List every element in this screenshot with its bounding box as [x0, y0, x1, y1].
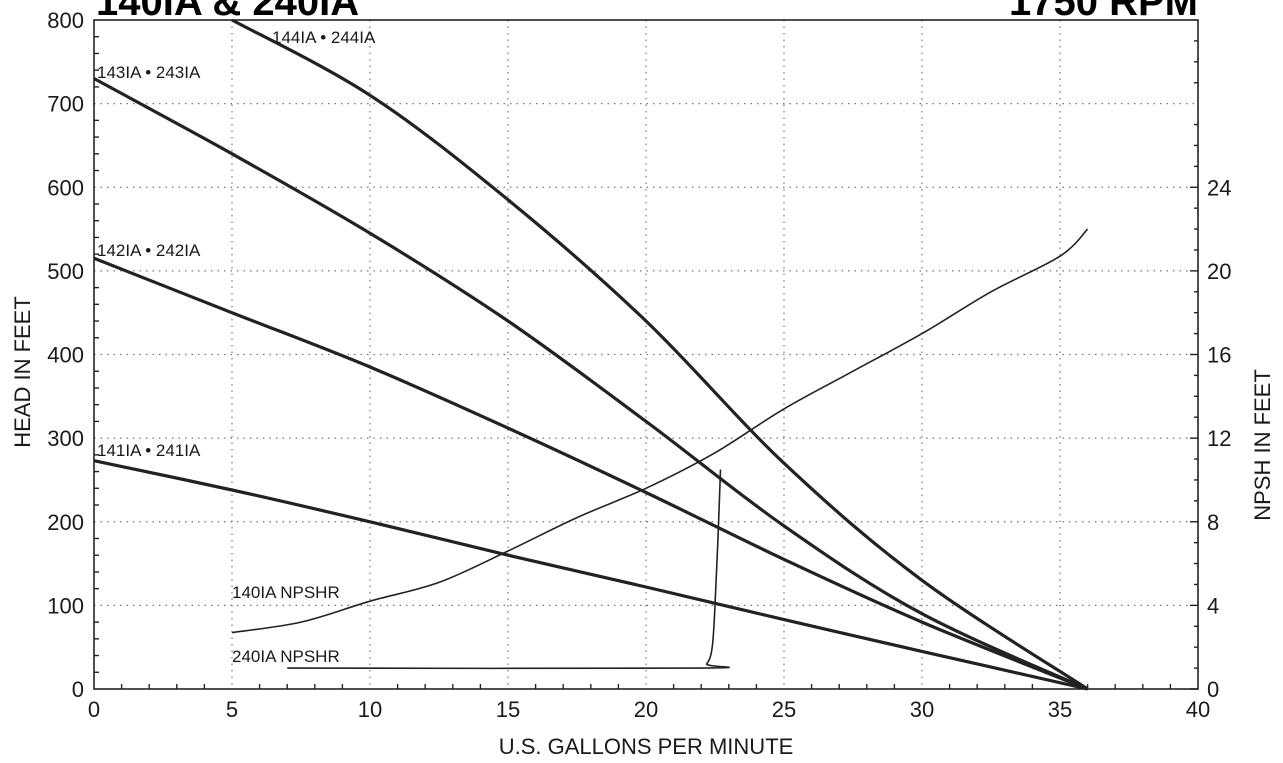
- head-curve-label: 141IA • 241IA: [97, 441, 201, 460]
- y-tick-label: 700: [47, 92, 84, 117]
- y-tick-label: 200: [47, 510, 84, 535]
- npsh-curve-label: 240IA NPSHR: [232, 647, 340, 666]
- y-tick-label: 100: [47, 593, 84, 618]
- x-tick-label: 0: [88, 697, 100, 722]
- npsh-curve-line: [231, 228, 1089, 634]
- y2-tick-label: 0: [1207, 677, 1219, 702]
- x-tick-label: 5: [226, 697, 238, 722]
- x-tick-label: 30: [910, 697, 934, 722]
- y-tick-label: 0: [72, 677, 84, 702]
- head-curve-label: 144IA • 244IA: [272, 28, 376, 47]
- x-tick-label: 10: [358, 697, 382, 722]
- y2-tick-labels: 0 4 8 12 16 20 24: [1207, 175, 1231, 702]
- head-curve-line: [93, 256, 1089, 691]
- x-tick-label: 25: [772, 697, 796, 722]
- head-curves: [93, 18, 1089, 691]
- y-tick-label: 400: [47, 343, 84, 368]
- y2-tick-label: 20: [1207, 259, 1231, 284]
- npsh-curve-line: [287, 469, 730, 670]
- head-curve-line: [93, 77, 1089, 691]
- y-tick-label: 600: [47, 175, 84, 200]
- y-tick-label: 300: [47, 426, 84, 451]
- head-curve-label: 143IA • 243IA: [97, 63, 201, 82]
- y2-tick-label: 16: [1207, 343, 1231, 368]
- npsh-curves: [231, 228, 1089, 670]
- x-tick-labels: 0 5 10 15 20 25 30 35 40: [88, 697, 1210, 722]
- npsh-curve-label: 140IA NPSHR: [232, 583, 340, 602]
- head-curve-line: [93, 459, 1088, 691]
- y-axis-label: HEAD IN FEET: [10, 296, 35, 448]
- curve-labels: 144IA • 244IA 143IA • 243IA 142IA • 242IA 1…: [97, 28, 376, 666]
- chart-title: 140IA & 240IA: [96, 0, 359, 24]
- y-tick-labels: 0 100 200 300 400 500 600 700 800: [47, 8, 84, 702]
- head-curve-line: [231, 18, 1089, 691]
- y2-axis-label: NPSH IN FEET: [1250, 369, 1275, 521]
- x-tick-label: 20: [634, 697, 658, 722]
- x-tick-label: 35: [1048, 697, 1072, 722]
- y-tick-label: 800: [47, 8, 84, 33]
- y2-tick-label: 8: [1207, 510, 1219, 535]
- y-tick-label: 500: [47, 259, 84, 284]
- y2-tick-label: 4: [1207, 593, 1219, 618]
- gridlines: [94, 20, 1198, 689]
- y2-tick-label: 12: [1207, 426, 1231, 451]
- head-curve-label: 142IA • 242IA: [97, 241, 201, 260]
- y2-tick-label: 24: [1207, 175, 1231, 200]
- x-tick-label: 40: [1186, 697, 1210, 722]
- x-tick-label: 15: [496, 697, 520, 722]
- tick-marks: [94, 36, 1198, 690]
- chart-subtitle: 1750 RPM: [1009, 0, 1198, 24]
- x-axis-label: U.S. GALLONS PER MINUTE: [499, 734, 794, 759]
